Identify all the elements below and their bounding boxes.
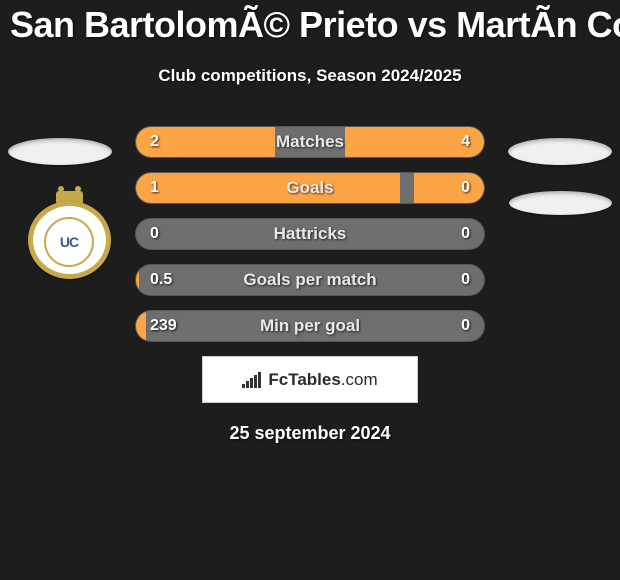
comparison-panel: UC 2Matches41Goals00Hattricks00.5Goals p… bbox=[0, 126, 620, 444]
stat-right-value: 0 bbox=[461, 173, 470, 203]
brand-suffix: .com bbox=[341, 370, 378, 389]
stat-label: Min per goal bbox=[136, 311, 484, 341]
stat-bars: 2Matches41Goals00Hattricks00.5Goals per … bbox=[135, 126, 485, 342]
subtitle: Club competitions, Season 2024/2025 bbox=[0, 66, 620, 86]
stat-label: Hattricks bbox=[136, 219, 484, 249]
stat-right-value: 4 bbox=[461, 127, 470, 157]
stat-row: 0Hattricks0 bbox=[135, 218, 485, 250]
stat-row: 0.5Goals per match0 bbox=[135, 264, 485, 296]
stat-label: Goals bbox=[136, 173, 484, 203]
brand-name: FcTables bbox=[268, 370, 340, 389]
stat-label: Matches bbox=[136, 127, 484, 157]
team-left-crest: UC bbox=[28, 191, 111, 279]
stat-right-value: 0 bbox=[461, 219, 470, 249]
team-right-logo-2 bbox=[509, 191, 612, 215]
stat-row: 239Min per goal0 bbox=[135, 310, 485, 342]
stat-row: 2Matches4 bbox=[135, 126, 485, 158]
bar-chart-icon bbox=[242, 372, 264, 388]
stat-right-value: 0 bbox=[461, 311, 470, 341]
crest-inner: UC bbox=[44, 217, 94, 267]
team-left-logo-1 bbox=[8, 138, 112, 165]
brand-label: FcTables.com bbox=[268, 370, 377, 390]
stat-label: Goals per match bbox=[136, 265, 484, 295]
team-right-logo-1 bbox=[508, 138, 612, 165]
page-title: San BartolomÃ© Prieto vs MartÃ­n Contrer… bbox=[0, 0, 620, 46]
crest-text: UC bbox=[46, 219, 92, 265]
stat-row: 1Goals0 bbox=[135, 172, 485, 204]
stat-right-value: 0 bbox=[461, 265, 470, 295]
brand-box: FcTables.com bbox=[202, 356, 418, 403]
date-label: 25 september 2024 bbox=[0, 423, 620, 444]
